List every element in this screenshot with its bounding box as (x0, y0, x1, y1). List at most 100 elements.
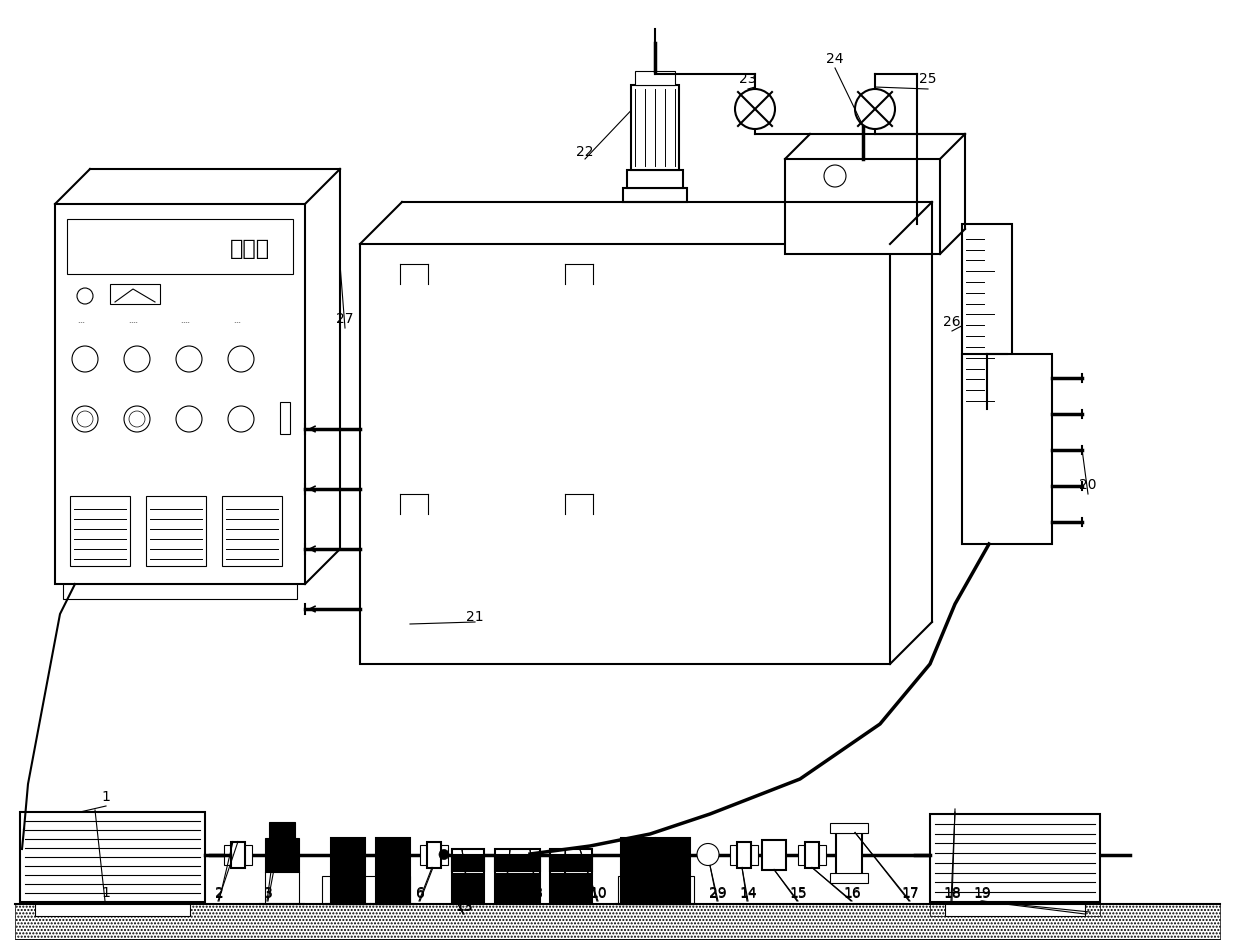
Text: 19: 19 (973, 887, 991, 901)
Text: 11: 11 (631, 887, 649, 901)
Bar (495, 849, 539, 904)
Bar (799, 845, 805, 865)
Text: 24: 24 (826, 52, 843, 66)
Bar (830, 822, 868, 833)
Bar (785, 159, 940, 254)
Circle shape (72, 346, 98, 372)
Bar (35, 902, 190, 916)
Text: ---: --- (231, 320, 241, 325)
Bar (453, 854, 484, 870)
Text: 10: 10 (589, 886, 606, 900)
Text: 6: 6 (415, 887, 424, 901)
Text: 2: 2 (215, 886, 223, 900)
Text: ----: ---- (179, 320, 190, 325)
Circle shape (72, 406, 98, 432)
Bar (146, 496, 206, 566)
Text: 29: 29 (709, 886, 727, 900)
Text: 13: 13 (455, 899, 472, 913)
Text: ---: --- (76, 320, 84, 325)
Circle shape (176, 346, 202, 372)
Bar (962, 224, 1012, 409)
Bar (67, 219, 293, 274)
Text: ----: ---- (126, 320, 138, 325)
Text: 28: 28 (496, 887, 513, 901)
Text: 7: 7 (466, 886, 475, 900)
Circle shape (129, 411, 145, 427)
Bar (818, 845, 826, 865)
Bar (441, 845, 448, 865)
Bar (15, 904, 1220, 939)
Bar (551, 854, 591, 870)
Text: 12: 12 (665, 886, 682, 900)
Text: 8: 8 (533, 886, 542, 900)
Bar (830, 872, 868, 883)
Bar (618, 876, 694, 904)
Text: 12: 12 (665, 887, 682, 901)
Bar (331, 874, 365, 904)
Polygon shape (110, 284, 160, 304)
Bar (495, 854, 539, 870)
Circle shape (735, 89, 775, 129)
Bar (551, 849, 591, 904)
Bar (631, 85, 680, 170)
Text: 25: 25 (919, 72, 936, 86)
Text: 1: 1 (102, 886, 110, 900)
Text: 5: 5 (388, 887, 397, 901)
Circle shape (856, 89, 895, 129)
Bar (656, 837, 689, 871)
Bar (331, 837, 365, 871)
Text: 8: 8 (533, 887, 542, 901)
Bar (621, 837, 655, 871)
Text: 15: 15 (789, 886, 807, 900)
Bar (930, 814, 1100, 902)
Bar (20, 812, 205, 902)
Bar (69, 496, 130, 566)
Bar (55, 204, 305, 584)
Bar (737, 841, 751, 868)
Bar (246, 845, 252, 865)
Text: 9: 9 (560, 887, 569, 901)
Text: 动力柜: 动力柜 (229, 239, 270, 259)
Text: 6: 6 (415, 886, 424, 900)
Bar (427, 841, 441, 868)
Circle shape (77, 411, 93, 427)
Bar (635, 71, 675, 85)
Bar (376, 874, 410, 904)
Text: 5: 5 (388, 886, 397, 900)
Text: 23: 23 (739, 72, 756, 86)
Bar (751, 845, 758, 865)
Bar (222, 496, 281, 566)
Circle shape (439, 850, 449, 859)
Text: 10: 10 (589, 887, 606, 901)
Text: 18: 18 (944, 887, 961, 901)
Bar (836, 833, 862, 876)
Text: 15: 15 (789, 887, 807, 901)
Bar (360, 244, 890, 664)
Text: 29: 29 (709, 887, 727, 901)
Text: 2: 2 (215, 887, 223, 901)
Bar (552, 874, 590, 902)
Text: 17: 17 (901, 886, 919, 900)
Bar (930, 902, 1100, 916)
Text: 19: 19 (973, 886, 991, 900)
Text: 1: 1 (102, 790, 110, 804)
Circle shape (124, 346, 150, 372)
Bar (627, 170, 683, 188)
Text: 16: 16 (843, 887, 861, 901)
Circle shape (697, 844, 719, 866)
Bar (962, 354, 1052, 544)
Circle shape (825, 165, 846, 187)
Text: 4: 4 (334, 887, 342, 901)
Bar (376, 837, 410, 871)
Text: 9: 9 (560, 886, 569, 900)
Bar (763, 839, 786, 869)
Bar (231, 841, 246, 868)
Circle shape (124, 406, 150, 432)
Circle shape (228, 346, 254, 372)
Text: 20: 20 (1079, 478, 1096, 492)
Text: 4: 4 (334, 886, 342, 900)
Bar (224, 845, 231, 865)
Circle shape (228, 406, 254, 432)
Bar (730, 845, 737, 865)
Bar (322, 876, 410, 904)
